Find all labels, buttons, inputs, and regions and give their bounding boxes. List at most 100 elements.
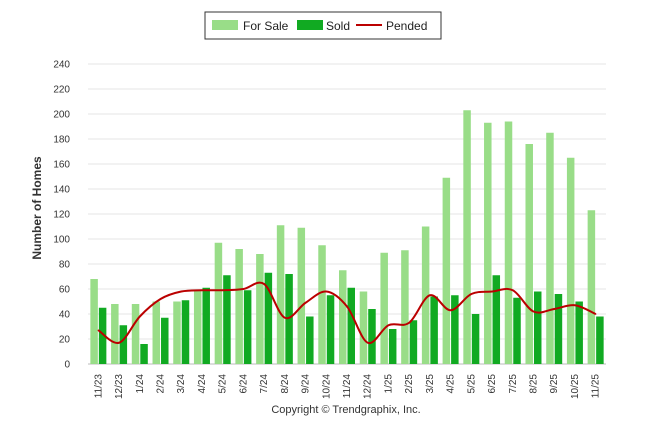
bar-sold (326, 295, 335, 364)
bar-sold (388, 329, 397, 364)
legend-label-sold: Sold (326, 19, 350, 33)
bar-for-sale (401, 250, 409, 364)
x-tick-label: 8/25 (528, 374, 539, 394)
x-tick-label: 12/24 (363, 374, 374, 399)
pended-point (594, 313, 597, 315)
pended-point (180, 290, 183, 293)
bar-for-sale (421, 226, 430, 364)
bar-for-sale (339, 270, 347, 364)
bar-for-sale (193, 290, 202, 364)
x-tick-label: 5/24 (218, 374, 229, 394)
bar-sold (513, 297, 521, 364)
y-tick-label: 0 (64, 360, 70, 371)
pended-point (97, 329, 100, 332)
bar-for-sale (256, 254, 264, 364)
pended-point (553, 308, 555, 310)
bar-for-sale (90, 279, 98, 364)
bar-for-sale (276, 225, 285, 364)
copyright-text: Copyright © Trendgraphix, Inc. (271, 404, 420, 416)
y-tick-label: 60 (59, 285, 71, 296)
pended-point (429, 294, 431, 297)
x-tick-label: 4/25 (446, 374, 457, 394)
bar-sold (575, 301, 583, 364)
bar-for-sale (546, 132, 554, 364)
legend: For Sale Sold Pended (204, 11, 442, 40)
y-tick-label: 80 (59, 260, 71, 271)
bar-sold (264, 272, 273, 364)
x-axis-ticks: 11/23 12/23 1/24 2/24 3/24 4/24 5/24 6/24 7/24 8/… (93, 374, 601, 399)
bar-for-sale (152, 301, 161, 364)
x-tick-label: 9/24 (301, 374, 312, 394)
legend-swatch-for-sale (212, 20, 238, 30)
x-tick-label: 1/24 (135, 374, 146, 394)
bar-sold (492, 275, 501, 364)
bar-for-sale (111, 304, 119, 364)
y-axis-label: Number of Homes (30, 156, 44, 260)
pended-point (449, 309, 452, 312)
bar-sold (347, 287, 355, 364)
x-tick-label: 3/24 (176, 374, 187, 394)
x-tick-label: 9/25 (549, 374, 560, 394)
pended-point (201, 289, 203, 292)
pended-point (491, 290, 493, 293)
bar-sold (223, 275, 231, 364)
bar-for-sale (173, 301, 181, 364)
bar-sold (368, 309, 376, 364)
bar-for-sale (463, 110, 471, 364)
x-tick-label: 11/24 (342, 374, 353, 399)
bar-sold (554, 294, 563, 364)
bars (90, 110, 604, 364)
legend-swatch-sold (297, 20, 323, 30)
pended-point (118, 341, 120, 344)
pended-point (263, 283, 265, 285)
x-tick-label: 6/24 (238, 374, 249, 394)
x-tick-label: 7/24 (259, 374, 270, 394)
y-tick-label: 40 (59, 310, 71, 321)
bar-for-sale (484, 122, 492, 364)
x-tick-label: 6/25 (487, 374, 498, 394)
pended-point (574, 304, 576, 307)
x-tick-label: 7/25 (508, 374, 519, 394)
pended-point (511, 289, 514, 292)
bar-sold (181, 300, 190, 364)
x-tick-label: 11/23 (93, 374, 104, 399)
y-tick-label: 200 (53, 110, 70, 121)
bar-sold (98, 307, 107, 364)
pended-point (221, 289, 224, 292)
pended-point (139, 315, 141, 318)
x-tick-label: 3/25 (425, 374, 436, 394)
bar-for-sale (297, 227, 306, 364)
pended-line (97, 281, 597, 345)
bar-for-sale (442, 177, 451, 364)
bar-sold (533, 291, 542, 364)
x-tick-label: 5/25 (466, 374, 477, 394)
pended-point (159, 298, 162, 300)
bar-sold (202, 287, 210, 364)
x-tick-label: 2/25 (404, 374, 415, 394)
bar-for-sale (318, 245, 326, 364)
pended-point (470, 293, 473, 295)
y-tick-label: 140 (53, 185, 70, 196)
bar-sold (306, 316, 314, 364)
bar-for-sale (131, 304, 140, 364)
y-tick-label: 160 (53, 160, 70, 171)
x-tick-label: 11/25 (591, 374, 602, 399)
pended-point (366, 341, 369, 344)
pended-point (242, 288, 245, 290)
y-axis-ticks: 0 20 40 60 80 100 120 140 160 180 200 220 240 (53, 60, 70, 371)
bar-for-sale (380, 252, 388, 364)
y-tick-label: 240 (53, 60, 70, 71)
bar-sold (119, 325, 128, 364)
y-tick-label: 20 (59, 335, 71, 346)
y-tick-label: 220 (53, 85, 70, 96)
pended-point (408, 321, 410, 324)
bar-sold (409, 320, 418, 364)
x-tick-label: 8/24 (280, 374, 291, 394)
bar-sold (140, 344, 148, 364)
x-tick-label: 2/24 (156, 374, 167, 394)
bar-sold (161, 317, 169, 364)
bar-for-sale (566, 157, 575, 364)
bar-sold (596, 316, 604, 364)
bar-sold (430, 296, 438, 364)
